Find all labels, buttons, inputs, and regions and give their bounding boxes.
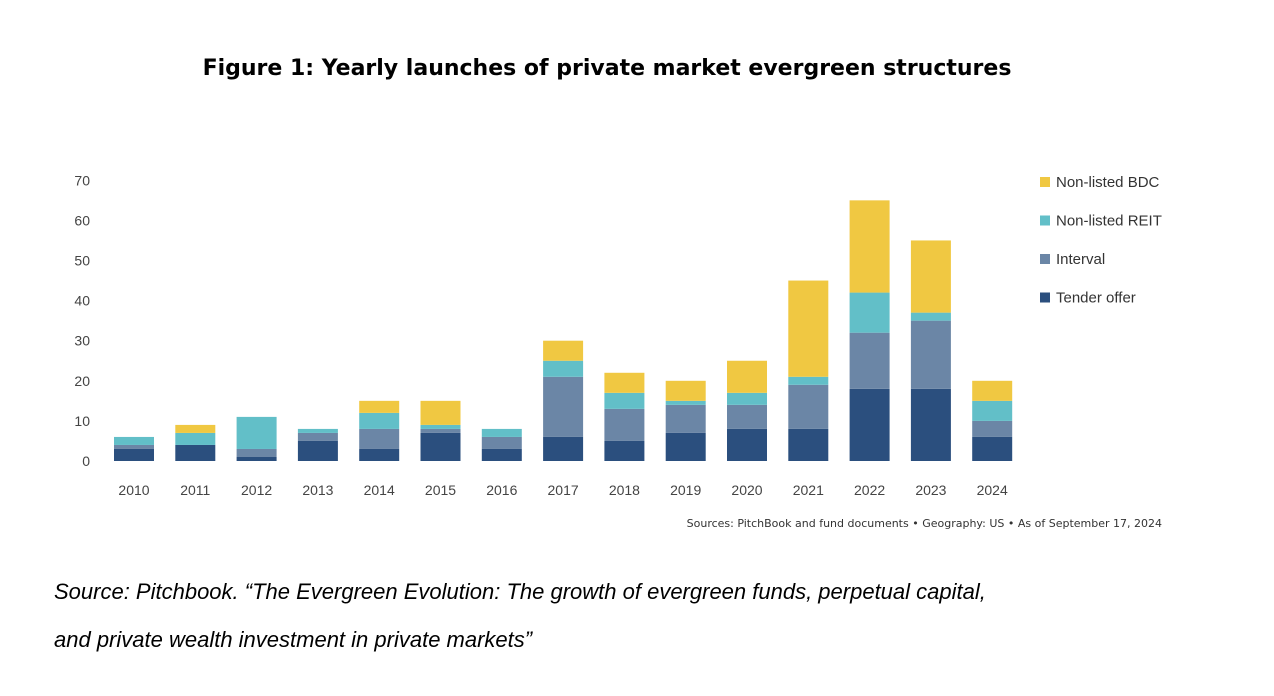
x-tick-label: 2022 — [854, 482, 885, 498]
bar-segment-tender-offer — [420, 432, 461, 461]
bar-segment-tender-offer — [972, 436, 1013, 461]
legend-label: Interval — [1056, 251, 1105, 268]
bar-segment-non-listed-reit — [604, 392, 645, 409]
bar-segment-non-listed-reit — [297, 428, 338, 433]
y-tick-label: 70 — [74, 172, 90, 188]
bar-segment-interval — [727, 404, 767, 429]
bar-segment-tender-offer — [604, 440, 645, 461]
bar-segment-tender-offer — [359, 448, 400, 461]
x-tick-label: 2017 — [548, 482, 579, 498]
bar-segment-non-listed-reit — [114, 436, 154, 445]
bar-segment-non-listed-bdc — [849, 200, 890, 293]
x-tick-label: 2016 — [486, 482, 517, 498]
stacked-bar-chart: 0 10 20 30 40 50 60 70 2010 2011 2012 2013 2014 2015… — [74, 172, 1162, 498]
bar-segment-non-listed-bdc — [604, 372, 645, 393]
bar-segment-non-listed-reit — [543, 360, 584, 377]
y-tick-label: 10 — [74, 413, 90, 429]
caption: Source: Pitchbook. “The Evergreen Evolut… — [54, 568, 1234, 664]
sources-note: Sources: PitchBook and fund documents • … — [686, 517, 1162, 530]
figure-title: Figure 1: Yearly launches of private mar… — [202, 56, 1012, 81]
bar-segment-non-listed-reit — [849, 292, 890, 333]
bar-segment-non-listed-bdc — [727, 360, 767, 393]
y-tick-label: 60 — [74, 212, 90, 228]
bar-segment-non-listed-bdc — [420, 400, 461, 425]
bar-segment-non-listed-reit — [359, 412, 400, 429]
bar-segment-interval — [297, 432, 338, 441]
caption-line-1: Source: Pitchbook. “The Evergreen Evolut… — [54, 579, 986, 604]
x-tick-label: 2011 — [180, 482, 210, 498]
bar-segment-non-listed-bdc — [175, 424, 216, 433]
bar-segment-interval — [665, 404, 706, 433]
bar-segment-interval — [236, 448, 277, 457]
bar-segment-interval — [543, 376, 584, 437]
bar-segment-tender-offer — [481, 448, 522, 461]
x-tick-label: 2021 — [793, 482, 824, 498]
bar-segment-tender-offer — [665, 432, 706, 461]
bar-segment-non-listed-reit — [481, 428, 522, 437]
bar-segment-non-listed-bdc — [359, 400, 400, 413]
bar-segment-interval — [788, 384, 829, 429]
bar-segment-non-listed-reit — [665, 400, 706, 405]
bar-segment-tender-offer — [849, 388, 890, 461]
bar-segment-interval — [604, 408, 645, 441]
bar-segment-non-listed-reit — [727, 392, 767, 405]
bar-segment-non-listed-reit — [236, 416, 277, 449]
bar-segment-interval — [114, 444, 154, 449]
bar-segment-tender-offer — [175, 444, 216, 461]
y-tick-label: 30 — [74, 333, 90, 349]
x-tick-label: 2013 — [302, 482, 333, 498]
x-tick-label: 2014 — [364, 482, 395, 498]
bar-segment-non-listed-bdc — [972, 380, 1013, 401]
bar-segment-tender-offer — [236, 456, 277, 461]
bar-segment-non-listed-reit — [788, 376, 829, 385]
x-tick-label: 2023 — [915, 482, 946, 498]
x-tick-label: 2024 — [977, 482, 1008, 498]
bar-segment-interval — [849, 332, 890, 389]
caption-line-2: and private wealth investment in private… — [54, 627, 533, 652]
bar-segment-tender-offer — [788, 428, 829, 461]
legend-swatch — [1040, 292, 1050, 303]
bar-segment-non-listed-bdc — [910, 240, 951, 313]
legend-label: Tender offer — [1056, 290, 1136, 307]
y-tick-label: 0 — [82, 453, 90, 469]
legend: Non-listed BDC Non-listed REIT Interval Ten… — [1040, 174, 1162, 307]
bar-segment-tender-offer — [727, 428, 767, 461]
bar-segment-interval — [420, 428, 461, 433]
x-tick-label: 2012 — [241, 482, 272, 498]
bar-segment-tender-offer — [114, 448, 154, 461]
bar-segment-non-listed-reit — [175, 432, 216, 445]
x-tick-label: 2015 — [425, 482, 456, 498]
bars — [114, 200, 1013, 461]
x-tick-label: 2020 — [731, 482, 762, 498]
bar-segment-interval — [359, 428, 400, 449]
x-axis-ticks: 2010 2011 2012 2013 2014 2015 2016 2017 2018 2019… — [118, 482, 1008, 498]
y-tick-label: 40 — [74, 293, 90, 309]
bar-segment-tender-offer — [910, 388, 951, 461]
legend-swatch — [1040, 177, 1050, 187]
bar-segment-non-listed-reit — [420, 424, 461, 429]
y-tick-label: 50 — [74, 253, 90, 269]
x-tick-label: 2019 — [670, 482, 701, 498]
bar-segment-non-listed-reit — [910, 312, 951, 321]
bar-segment-non-listed-reit — [972, 400, 1013, 421]
x-tick-label: 2010 — [118, 482, 149, 498]
bar-segment-tender-offer — [543, 436, 584, 461]
legend-swatch — [1040, 215, 1050, 226]
legend-swatch — [1040, 254, 1050, 264]
bar-segment-non-listed-bdc — [665, 380, 706, 401]
legend-label: Non-listed BDC — [1056, 174, 1160, 191]
bar-segment-tender-offer — [297, 440, 338, 461]
x-tick-label: 2018 — [609, 482, 640, 498]
y-tick-label: 20 — [74, 373, 90, 389]
bar-segment-non-listed-bdc — [788, 280, 829, 377]
bar-segment-non-listed-bdc — [543, 340, 584, 361]
bar-segment-interval — [972, 420, 1013, 437]
bar-segment-interval — [910, 320, 951, 389]
legend-label: Non-listed REIT — [1056, 213, 1162, 230]
y-axis-ticks: 0 10 20 30 40 50 60 70 — [74, 172, 90, 469]
bar-segment-interval — [481, 436, 522, 449]
